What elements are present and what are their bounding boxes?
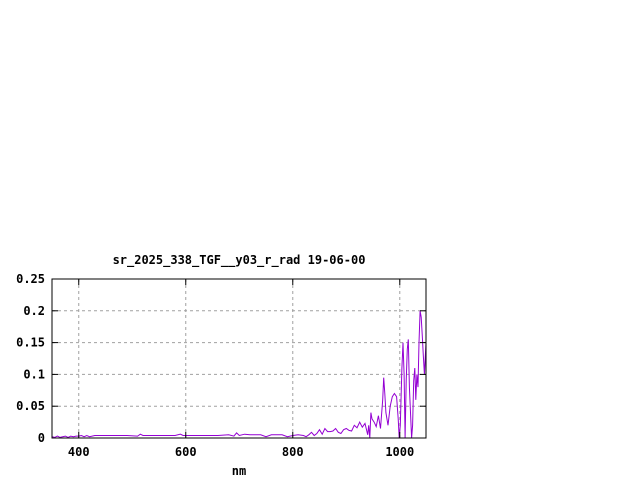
x-tick-label: 600 xyxy=(175,445,197,459)
series-layer xyxy=(51,310,427,439)
y-tick-label: 0.1 xyxy=(23,367,45,381)
x-tick-label: 1000 xyxy=(385,445,414,459)
y-tick-label: 0.15 xyxy=(16,336,45,350)
x-tick-label: 800 xyxy=(282,445,304,459)
y-tick-label: 0.2 xyxy=(23,304,45,318)
y-tick-label: 0.05 xyxy=(16,399,45,413)
y-axis: 0 0.05 0.1 0.15 0.2 0.25 xyxy=(16,272,426,445)
x-tick-label: 400 xyxy=(68,445,90,459)
x-axis: 400 600 800 1000 xyxy=(68,279,414,459)
plot-frame xyxy=(51,278,427,439)
series-line xyxy=(51,310,427,439)
chart-title: sr_2025_338_TGF__y03_r_rad 19-06-00 xyxy=(113,253,366,268)
grid xyxy=(52,279,426,438)
y-tick-label: 0 xyxy=(38,431,45,445)
y-tick-label: 0.25 xyxy=(16,272,45,286)
x-axis-label: nm xyxy=(232,464,246,478)
